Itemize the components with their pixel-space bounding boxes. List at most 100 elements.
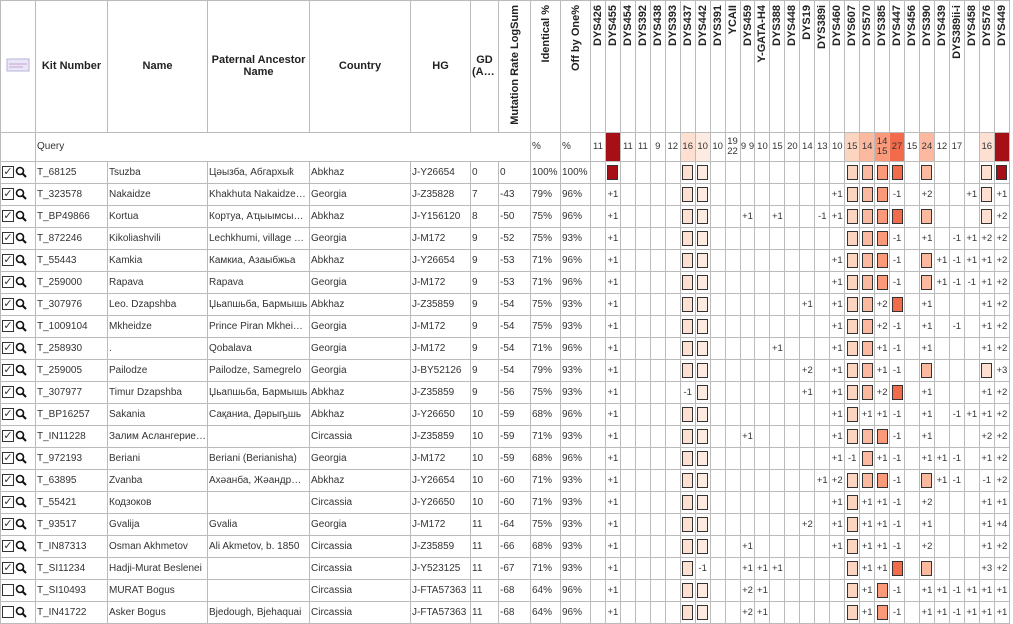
- row-checkbox[interactable]: ✓: [2, 298, 14, 311]
- search-icon[interactable]: [15, 496, 27, 508]
- row-checkbox[interactable]: ✓: [2, 210, 14, 223]
- marker-box: [846, 274, 858, 290]
- row-checkbox[interactable]: ✓: [2, 474, 14, 487]
- row-checkbox[interactable]: ✓: [2, 408, 14, 421]
- marker-diff: [664, 556, 681, 580]
- cell-kit: T_BP49866: [35, 204, 108, 228]
- search-icon[interactable]: [15, 584, 27, 596]
- result-row: ✓ T_258930. Qobalava Georgia J-M172 9 -54 71% 96…: [0, 336, 1011, 360]
- marker-diff: [694, 468, 711, 492]
- row-checkbox[interactable]: ✓: [2, 232, 14, 245]
- cell-logsum: -54: [498, 314, 531, 338]
- marker-header-text: DYS393: [666, 5, 679, 46]
- search-icon[interactable]: [15, 166, 27, 178]
- row-checkbox[interactable]: ✓: [2, 254, 14, 267]
- cell-name: Beriani: [107, 446, 208, 470]
- marker-diff: [739, 160, 756, 184]
- cell-hg: J-Y26654: [410, 468, 471, 492]
- row-actions: ✓: [0, 424, 36, 448]
- marker-box: [697, 340, 709, 356]
- row-checkbox[interactable]: ✓: [2, 364, 14, 377]
- search-icon[interactable]: [15, 188, 27, 200]
- search-icon[interactable]: [15, 254, 27, 266]
- marker-diff: [799, 468, 816, 492]
- cell-off-by-one: 96%: [560, 248, 591, 272]
- search-icon[interactable]: [15, 298, 27, 310]
- marker-diff: [649, 248, 666, 272]
- marker-diff: -1: [889, 402, 906, 426]
- cell-off-by-one: 96%: [560, 446, 591, 470]
- cell-kit: T_55421: [35, 490, 108, 514]
- marker-diff: [844, 556, 861, 580]
- search-icon[interactable]: [15, 408, 27, 420]
- query-row: Query%% 11 11 11 9 12 16 10 10 19 22 9 9 10 15 20 14 13…: [0, 131, 1011, 162]
- search-icon[interactable]: [15, 386, 27, 398]
- marker-diff: [754, 314, 771, 338]
- row-actions: ✓: [0, 336, 36, 360]
- marker-diff: [904, 248, 920, 272]
- row-checkbox[interactable]: ✓: [2, 166, 14, 179]
- marker-diff: [634, 336, 651, 360]
- marker-diff: [769, 534, 786, 558]
- row-checkbox[interactable]: ✓: [2, 518, 14, 531]
- search-icon[interactable]: [15, 364, 27, 376]
- row-checkbox[interactable]: [2, 606, 14, 619]
- marker-header: DYS393: [664, 0, 681, 133]
- marker-diff: [694, 226, 711, 250]
- search-icon[interactable]: [15, 210, 27, 222]
- row-checkbox[interactable]: ✓: [2, 386, 14, 399]
- marker-box: [981, 208, 993, 224]
- row-checkbox[interactable]: ✓: [2, 342, 14, 355]
- marker-diff: [859, 446, 876, 470]
- marker-diff: [963, 534, 980, 558]
- marker-diff: [694, 270, 711, 294]
- row-checkbox[interactable]: ✓: [2, 562, 14, 575]
- search-icon[interactable]: [15, 562, 27, 574]
- row-checkbox[interactable]: ✓: [2, 188, 14, 201]
- row-checkbox[interactable]: [2, 584, 14, 597]
- marker-diff: [874, 204, 891, 228]
- marker-box: [846, 230, 858, 246]
- row-checkbox[interactable]: ✓: [2, 452, 14, 465]
- marker-diff: [694, 512, 711, 536]
- search-icon[interactable]: [15, 474, 27, 486]
- row-checkbox[interactable]: ✓: [2, 430, 14, 443]
- marker-diff: [874, 424, 891, 448]
- marker-box: [846, 516, 858, 532]
- search-icon[interactable]: [15, 232, 27, 244]
- row-checkbox[interactable]: ✓: [2, 540, 14, 553]
- marker-diff: [649, 336, 666, 360]
- marker-diff: [933, 512, 950, 536]
- marker-diff: +1: [978, 270, 995, 294]
- query-marker-value: 15: [844, 131, 861, 162]
- marker-diff: +2: [993, 314, 1011, 338]
- row-actions-wrap: ✓: [2, 408, 34, 421]
- search-icon[interactable]: [15, 606, 27, 618]
- cell-kit: T_258930: [35, 336, 108, 360]
- search-icon[interactable]: [15, 518, 27, 530]
- marker-diff: +1: [933, 270, 950, 294]
- marker-diff: [978, 160, 995, 184]
- marker-header: DYS438: [649, 0, 666, 133]
- cell-logsum: -53: [498, 248, 531, 272]
- search-icon[interactable]: [15, 342, 27, 354]
- marker-diff: [933, 182, 950, 206]
- search-icon[interactable]: [15, 430, 27, 442]
- marker-diff: [709, 446, 726, 470]
- marker-diff: [709, 160, 726, 184]
- marker-diff: [859, 160, 876, 184]
- marker-diff: [918, 270, 935, 294]
- search-icon[interactable]: [15, 452, 27, 464]
- search-icon[interactable]: [15, 540, 27, 552]
- row-actions-wrap: ✓: [2, 496, 34, 509]
- row-checkbox[interactable]: ✓: [2, 496, 14, 509]
- marker-header-text: DYS449: [995, 5, 1008, 46]
- search-icon[interactable]: [15, 276, 27, 288]
- search-icon[interactable]: [15, 320, 27, 332]
- marker-diff: -1: [889, 336, 906, 360]
- marker-diff: [874, 578, 891, 602]
- row-checkbox[interactable]: ✓: [2, 320, 14, 333]
- row-checkbox[interactable]: ✓: [2, 276, 14, 289]
- marker-box: [607, 164, 619, 180]
- marker-diff: +1: [874, 490, 891, 514]
